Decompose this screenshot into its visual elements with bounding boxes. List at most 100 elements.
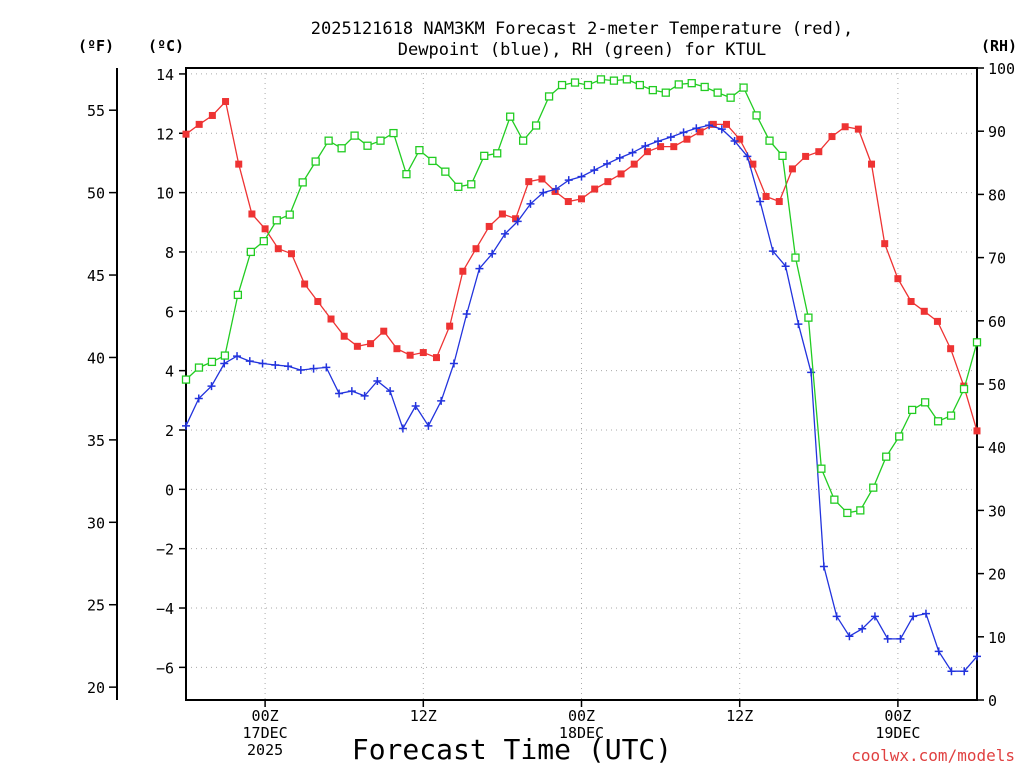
data-point xyxy=(449,359,458,368)
data-point xyxy=(531,121,541,130)
series-line xyxy=(185,78,978,514)
data-point xyxy=(687,79,696,88)
data-point xyxy=(726,93,735,102)
data-point xyxy=(788,165,796,173)
rh-axis-unit: (RH) xyxy=(981,37,1017,55)
data-point xyxy=(908,405,917,415)
data-point xyxy=(730,136,739,145)
data-point xyxy=(622,75,632,84)
data-point xyxy=(419,349,427,357)
data-point xyxy=(841,123,849,131)
data-point xyxy=(679,128,688,137)
data-point xyxy=(259,237,268,246)
data-point xyxy=(220,359,229,368)
data-point xyxy=(513,217,522,226)
data-point xyxy=(557,80,567,90)
data-point xyxy=(506,112,515,121)
data-point xyxy=(828,133,836,141)
data-point xyxy=(488,249,497,258)
data-point xyxy=(817,464,826,473)
data-point xyxy=(705,121,714,130)
data-point xyxy=(498,210,506,218)
data-point xyxy=(246,247,255,257)
data-point xyxy=(462,309,471,318)
data-point xyxy=(907,298,915,306)
data-point xyxy=(739,83,748,92)
data-point xyxy=(674,80,683,89)
data-point xyxy=(933,317,941,325)
data-point xyxy=(428,156,437,166)
data-point xyxy=(287,250,295,258)
data-point xyxy=(402,170,411,179)
data-point xyxy=(415,146,424,155)
data-point xyxy=(525,178,533,186)
data-point xyxy=(459,267,467,275)
data-point xyxy=(960,667,969,676)
data-point xyxy=(723,120,731,128)
data-point xyxy=(583,80,593,90)
data-point xyxy=(258,359,267,368)
data-point xyxy=(271,361,280,370)
rh-tick-label: 70 xyxy=(988,250,1006,268)
celsius-tick-label: 8 xyxy=(165,244,174,262)
data-point xyxy=(752,111,761,120)
data-point xyxy=(630,160,638,168)
x-tick-label: 19DEC xyxy=(875,724,920,742)
data-point xyxy=(832,612,841,621)
data-point xyxy=(194,363,204,372)
data-point xyxy=(222,98,230,106)
celsius-tick-label: 10 xyxy=(156,185,174,203)
data-point xyxy=(207,357,217,367)
fahrenheit-tick-label: 45 xyxy=(87,267,105,285)
data-point xyxy=(564,176,573,185)
data-point xyxy=(245,357,254,366)
data-point xyxy=(775,198,783,206)
data-point xyxy=(870,612,879,621)
x-tick-label: 00Z xyxy=(884,707,911,725)
data-point xyxy=(804,313,813,322)
celsius-tick-label: 2 xyxy=(165,422,174,440)
data-point xyxy=(909,612,918,621)
data-point xyxy=(424,421,433,430)
data-point xyxy=(493,149,502,158)
data-point xyxy=(615,153,624,162)
data-point xyxy=(551,185,560,194)
data-point xyxy=(578,195,585,203)
data-point xyxy=(854,125,862,133)
data-point xyxy=(360,391,369,400)
chart-title-line1: 2025121618 NAM3KM Forecast 2-meter Tempe… xyxy=(311,19,853,39)
data-point xyxy=(791,253,800,262)
data-point xyxy=(367,340,375,348)
data-point xyxy=(500,229,509,238)
grid-lines xyxy=(186,68,977,700)
data-point xyxy=(274,245,282,253)
data-point xyxy=(314,298,322,306)
data-point xyxy=(819,562,828,571)
data-point xyxy=(564,198,572,206)
data-point xyxy=(648,85,657,95)
data-point xyxy=(959,384,969,394)
source-credit[interactable]: coolwx.com/models xyxy=(851,746,1015,765)
data-point xyxy=(181,375,191,384)
rh-tick-label: 50 xyxy=(988,376,1006,394)
data-point xyxy=(972,338,982,347)
celsius-axis-unit: (ºC) xyxy=(148,37,184,55)
data-point xyxy=(717,125,726,134)
data-point xyxy=(934,647,943,656)
data-point xyxy=(551,187,559,195)
data-point xyxy=(301,280,309,288)
rh-tick-label: 40 xyxy=(988,439,1006,457)
data-point xyxy=(570,78,580,87)
data-point xyxy=(437,396,446,405)
data-point xyxy=(920,307,928,315)
data-point xyxy=(641,142,650,151)
data-point xyxy=(843,508,852,518)
data-series xyxy=(181,75,982,676)
data-point xyxy=(830,495,839,504)
data-point xyxy=(869,483,878,492)
data-point xyxy=(235,160,243,168)
data-point xyxy=(544,92,554,101)
data-point xyxy=(882,452,891,461)
rh-tick-label: 30 xyxy=(988,502,1006,520)
data-point xyxy=(603,159,612,168)
